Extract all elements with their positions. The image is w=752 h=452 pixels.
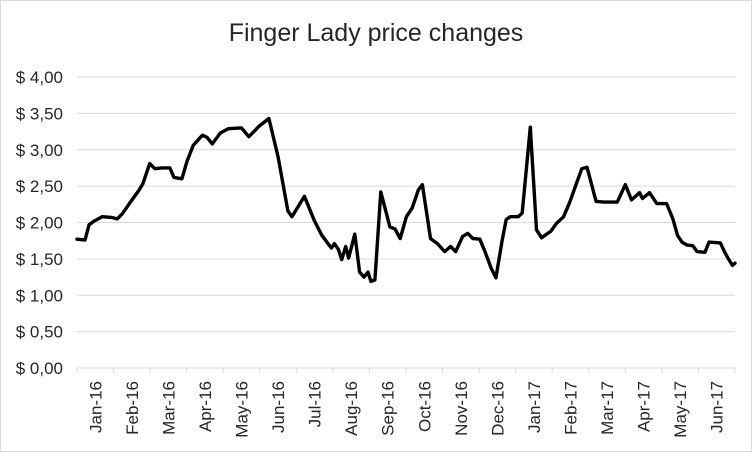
x-axis-label: Apr-16 — [196, 381, 215, 432]
y-axis-label: $ 2,50 — [16, 177, 63, 196]
x-axis-label: May-16 — [233, 381, 252, 438]
y-axis-label: $ 2,00 — [16, 214, 63, 233]
x-axis-label: Oct-16 — [415, 381, 434, 432]
x-axis-label: Jun-17 — [708, 381, 727, 433]
y-axis-label: $ 3,50 — [16, 104, 63, 123]
y-axis-label: $ 0,00 — [16, 359, 63, 378]
x-axis-label: Jul-16 — [306, 381, 325, 427]
x-axis-label: Jan-17 — [525, 381, 544, 433]
x-axis-label: Mar-16 — [159, 381, 178, 435]
x-axis-label: Feb-16 — [123, 381, 142, 435]
x-axis-label: Jun-16 — [269, 381, 288, 433]
x-axis-label: May-17 — [671, 381, 690, 438]
chart-title: Finger Lady price changes — [228, 19, 524, 47]
x-axis-label: Mar-17 — [598, 381, 617, 435]
y-axis-label: $ 4,00 — [16, 68, 63, 87]
x-axis-label: Apr-17 — [635, 381, 654, 432]
x-axis-label: Sep-16 — [379, 381, 398, 436]
x-axis-label: Jan-16 — [86, 381, 105, 433]
x-axis-label: Dec-16 — [488, 381, 507, 436]
x-axis-label: Feb-17 — [562, 381, 581, 435]
y-axis-label: $ 3,00 — [16, 141, 63, 160]
price-series-line — [75, 116, 737, 284]
x-axis-label: Nov-16 — [452, 381, 471, 436]
y-axis-label: $ 0,50 — [16, 323, 63, 342]
y-axis-label: $ 1,00 — [16, 286, 63, 305]
y-axis-label: $ 1,50 — [16, 250, 63, 269]
x-axis-label: Aug-16 — [342, 381, 361, 436]
